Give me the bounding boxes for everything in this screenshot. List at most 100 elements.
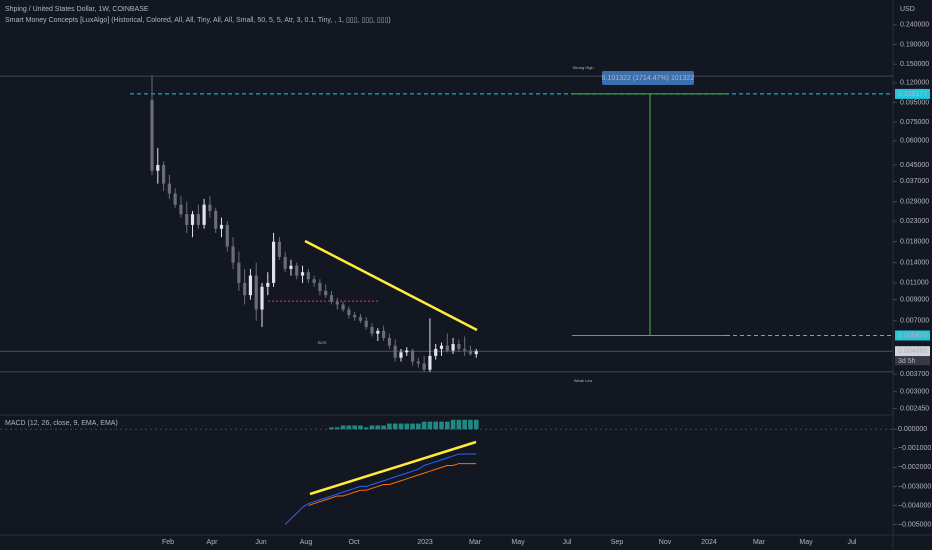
macd-histogram-bar bbox=[398, 423, 404, 430]
price-tick-label: 0.150000 bbox=[900, 61, 929, 68]
candle-body bbox=[219, 224, 224, 229]
candle-body bbox=[341, 304, 345, 310]
candle-body bbox=[364, 320, 368, 327]
price-tick-label: 0.014000 bbox=[900, 260, 929, 267]
macd-histogram-bar bbox=[358, 425, 363, 430]
candle-body bbox=[451, 344, 455, 351]
price-tick-label: 0.023000 bbox=[900, 218, 929, 225]
price-tag-label: 0.004865 bbox=[898, 348, 927, 355]
candle-body bbox=[376, 330, 380, 334]
candle-body bbox=[300, 272, 305, 276]
currency: USD bbox=[900, 6, 915, 13]
macd-histogram-bar bbox=[346, 425, 352, 430]
macd-tick-label: −0.005000 bbox=[898, 521, 931, 528]
candle-body bbox=[248, 275, 253, 296]
price-tag bbox=[895, 88, 930, 99]
candle-body bbox=[225, 224, 229, 247]
macd-title: MACD (12, 26, close, 9, EMA, EMA) bbox=[5, 420, 118, 427]
candle-body bbox=[156, 164, 160, 171]
price-tick-label: 0.240000 bbox=[900, 22, 929, 29]
macd-tick-label: 0.000000 bbox=[898, 426, 927, 433]
candle-body bbox=[266, 282, 270, 287]
candle-body bbox=[231, 246, 235, 263]
candle-body bbox=[318, 282, 322, 291]
candle-body bbox=[277, 241, 281, 257]
time-label: Jul bbox=[848, 539, 857, 546]
candle-body bbox=[214, 210, 218, 229]
macd-tick-label: −0.001000 bbox=[898, 445, 931, 452]
candle-body bbox=[439, 345, 444, 349]
price-tag-label: 0.105177 bbox=[898, 91, 927, 98]
macd-histogram-bar bbox=[404, 423, 410, 430]
macd-histogram-bar bbox=[444, 421, 450, 430]
candle-body bbox=[167, 183, 171, 194]
macd-tick-label: −0.002000 bbox=[898, 464, 931, 471]
price-tick-label: 0.003000 bbox=[900, 389, 929, 396]
macd-histogram-bar bbox=[468, 419, 473, 430]
price-tick-label: 0.002450 bbox=[900, 405, 929, 412]
price-tick-label: 0.003700 bbox=[900, 371, 929, 378]
price-tick-label: 0.007000 bbox=[900, 318, 929, 325]
price-tick-label: 0.009000 bbox=[900, 297, 929, 304]
macd-tick-label: −0.004000 bbox=[898, 502, 931, 509]
candle-body bbox=[428, 355, 432, 370]
macd-line bbox=[284, 453, 477, 525]
candle-body bbox=[399, 352, 403, 358]
candle-body bbox=[410, 350, 415, 362]
candle-body bbox=[208, 204, 212, 211]
candle-body bbox=[161, 164, 166, 184]
indicator-title: Smart Money Concepts [LuxAlgo] (Historic… bbox=[5, 17, 391, 24]
candle-body bbox=[324, 290, 328, 296]
price-tag-label: 0.005870 bbox=[898, 332, 927, 339]
candle-body bbox=[347, 309, 351, 315]
weak-low: Weak Low bbox=[574, 378, 593, 383]
candle-body bbox=[254, 275, 258, 310]
candle-body bbox=[457, 344, 461, 349]
candle-body bbox=[312, 279, 316, 283]
macd-histogram-bar bbox=[387, 423, 392, 430]
price-tick-label: 0.060000 bbox=[900, 138, 929, 145]
macd-histogram-bar bbox=[352, 425, 357, 430]
price-tick-label: 0.120000 bbox=[900, 80, 929, 87]
candle-body bbox=[358, 317, 363, 321]
strong-high: Strong High bbox=[572, 65, 593, 70]
price-tick-label: 0.011000 bbox=[900, 280, 929, 287]
price-tick-label: 0.029000 bbox=[900, 199, 929, 206]
price-tick-label: 0.045000 bbox=[900, 162, 929, 169]
candle-body bbox=[405, 350, 409, 353]
macd-histogram-bar bbox=[363, 427, 369, 430]
macd-histogram-bar bbox=[462, 419, 467, 430]
macd-histogram-bar bbox=[329, 427, 334, 430]
time-label: Mar bbox=[753, 539, 766, 546]
candle-body bbox=[370, 326, 374, 334]
time-label: Oct bbox=[349, 539, 360, 546]
candle-body bbox=[196, 214, 200, 225]
time-label: Nov bbox=[659, 539, 672, 546]
candle-body bbox=[202, 204, 206, 225]
price-tick-label: 0.075000 bbox=[900, 119, 929, 126]
price-tag bbox=[895, 330, 930, 341]
candle-body bbox=[271, 241, 276, 283]
time-label: May bbox=[511, 539, 525, 546]
macd-histogram-bar bbox=[421, 421, 427, 430]
countdown-box bbox=[895, 356, 930, 366]
macd-histogram-bar bbox=[473, 419, 479, 430]
candle-body bbox=[190, 214, 195, 225]
price-tag bbox=[895, 346, 930, 357]
time-label: Sep bbox=[611, 539, 624, 546]
macd-tick-label: −0.003000 bbox=[898, 483, 931, 490]
candle-body bbox=[260, 286, 264, 310]
macd-histogram-bar bbox=[381, 425, 386, 430]
time-label: May bbox=[799, 539, 813, 546]
macd-histogram-bar bbox=[369, 425, 375, 430]
measure-label: 0.101322 (1714.47%) 101322 bbox=[602, 75, 695, 82]
price-tick-label: 0.018000 bbox=[900, 239, 929, 246]
candle-body bbox=[173, 193, 177, 205]
candle-body bbox=[468, 350, 473, 355]
candle-body bbox=[393, 345, 397, 358]
time-label: Apr bbox=[207, 539, 219, 546]
candle-body bbox=[237, 262, 241, 283]
candle-body bbox=[283, 256, 287, 269]
